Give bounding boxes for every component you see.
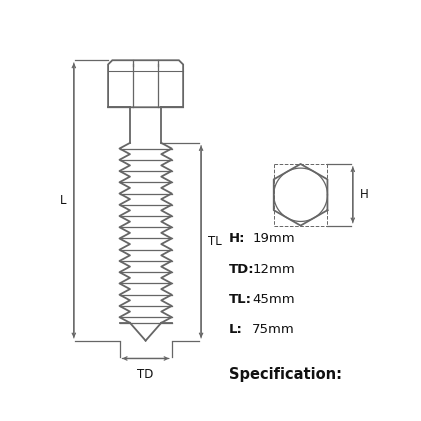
Text: H:: H: xyxy=(229,232,245,245)
Text: TD:: TD: xyxy=(229,263,254,275)
Text: 19mm: 19mm xyxy=(252,232,295,245)
Text: TD: TD xyxy=(137,368,154,381)
Text: TL: TL xyxy=(208,235,222,248)
Text: 75mm: 75mm xyxy=(252,323,295,336)
Text: L: L xyxy=(60,194,67,207)
Text: TL:: TL: xyxy=(229,293,252,306)
Text: L:: L: xyxy=(229,323,242,336)
Text: 45mm: 45mm xyxy=(252,293,295,306)
Text: Specification:: Specification: xyxy=(229,367,342,381)
Text: 12mm: 12mm xyxy=(252,263,295,275)
Text: H: H xyxy=(360,188,369,201)
